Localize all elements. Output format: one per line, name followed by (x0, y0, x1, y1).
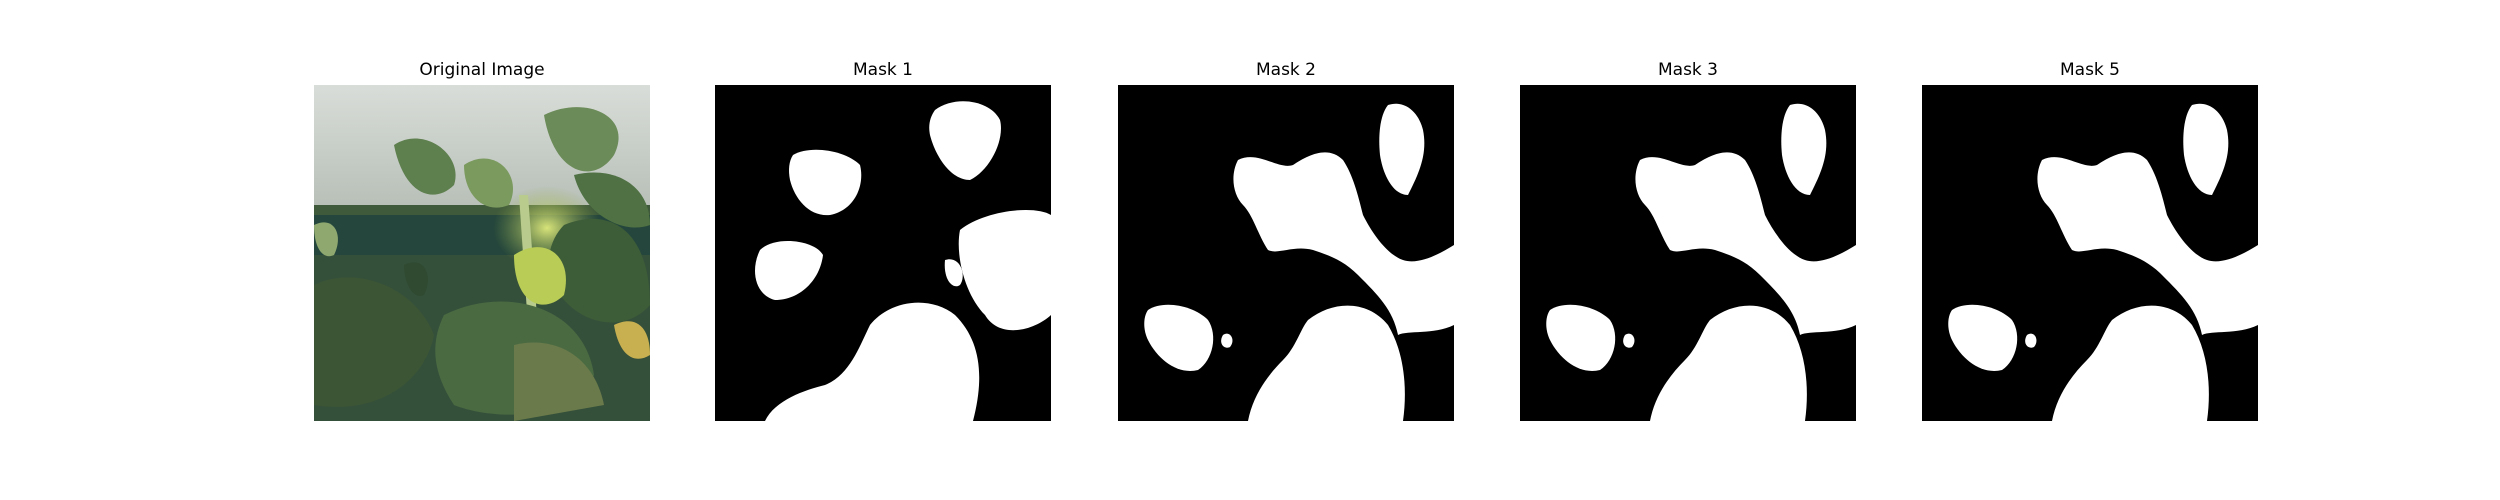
mask-5-title: Mask 5 (2059, 60, 2120, 80)
mask-1-image (715, 85, 1051, 421)
mask-3-segmentation (1520, 85, 1856, 421)
mask-5-image (1922, 85, 2258, 421)
plant-photo (314, 85, 650, 421)
mask-1-title: Mask 1 (852, 60, 913, 80)
mask-2-segmentation (1118, 85, 1454, 421)
mask-5-segmentation (1922, 85, 2258, 421)
mask-3-title: Mask 3 (1657, 60, 1718, 80)
mask-3-image (1520, 85, 1856, 421)
original-image-title: Original Image (419, 60, 545, 80)
mask-2-image (1118, 85, 1454, 421)
mask-1-segmentation (715, 85, 1051, 421)
mask-2-title: Mask 2 (1255, 60, 1316, 80)
original-image (314, 85, 650, 421)
